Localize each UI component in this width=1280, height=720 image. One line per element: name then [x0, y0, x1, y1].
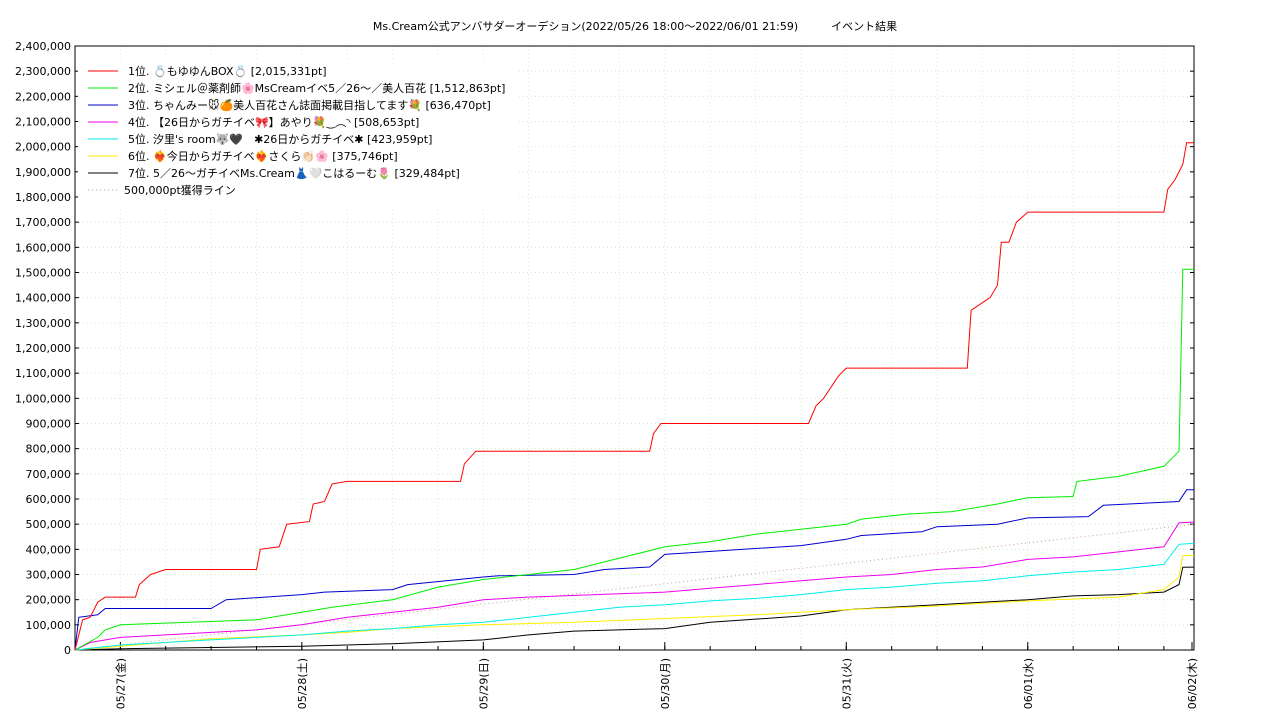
series-line [74, 566, 1195, 651]
x-tick-label: 06/01(水) [1022, 658, 1035, 709]
legend-label: 2位. ミシェル＠薬剤師🌸MsCreamイベ5／26〜／美人百花 [1,512,… [128, 81, 505, 95]
y-tick-label: 2,400,000 [15, 40, 71, 53]
series-line [74, 542, 1195, 651]
y-tick-label: 0 [64, 644, 71, 657]
y-tick-label: 2,000,000 [15, 141, 71, 154]
axes: 0 100,000 200,000 300,000 400,000 500,000 600,… [15, 40, 1199, 709]
y-tick-label: 1,700,000 [15, 216, 71, 229]
y-tick-label: 1,000,000 [15, 392, 71, 405]
x-tick-label: 05/27(金) [113, 658, 127, 709]
series-line [74, 521, 1195, 651]
y-tick-label: 2,100,000 [15, 116, 71, 129]
x-tick-label: 06/02(木) [1186, 658, 1199, 709]
x-tick-label: 05/31(火) [840, 658, 853, 709]
series-layer [74, 142, 1195, 651]
y-tick-label: 2,200,000 [15, 90, 71, 103]
y-tick-label: 100,000 [26, 619, 72, 632]
chart-title: Ms.Cream公式アンバサダーオーデション(2022/05/26 18:00〜… [372, 20, 898, 33]
y-tick-label: 1,900,000 [15, 166, 71, 179]
x-tick-label: 05/28(土) [296, 658, 309, 709]
y-tick-label: 1,400,000 [15, 292, 71, 305]
legend-label: 500,000pt獲得ライン [124, 184, 236, 197]
y-tick-label: 500,000 [26, 518, 72, 531]
y-tick-label: 1,500,000 [15, 267, 71, 280]
legend: 1位. 💍もゆゆんBOX💍 [2,015,331pt] 2位. ミシェル＠薬剤師🌸… [78, 59, 518, 209]
series-line [74, 489, 1194, 651]
legend-label: 3位. ちゃんみー🐭🍊美人百花さん誌面掲載目指してます💐 [636,470pt] [128, 98, 491, 112]
y-tick-label: 1,800,000 [15, 191, 71, 204]
y-tick-label: 1,600,000 [15, 241, 71, 254]
series-line [74, 554, 1195, 651]
y-tick-label: 700,000 [26, 468, 72, 481]
legend-label: 4位. 【26日からガチイベ🎀】あやり💐‿︵◝ [508,653pt] [128, 115, 419, 129]
y-tick-label: 600,000 [26, 493, 72, 506]
y-tick-label: 1,200,000 [15, 342, 71, 355]
y-tick-label: 1,100,000 [15, 367, 71, 380]
series-line [74, 268, 1194, 651]
plot-frame [74, 45, 1195, 651]
legend-label: 1位. 💍もゆゆんBOX💍 [2,015,331pt] [128, 64, 327, 78]
y-tick-label: 2,300,000 [15, 65, 71, 78]
legend-label: 5位. 汐里's room🐺🖤 ✱26日からガチイベ✱ [423,959pt] [128, 132, 432, 146]
y-tick-label: 1,300,000 [15, 317, 71, 330]
y-tick-label: 200,000 [26, 594, 72, 607]
legend-label: 6位. ❤️‍🔥今日からガチイベ❤️‍🔥さくら👏🏻🌸 [375,746pt] [128, 149, 398, 163]
y-tick-label: 300,000 [26, 569, 72, 582]
x-tick-label: 05/30(月) [659, 658, 672, 709]
y-tick-label: 400,000 [26, 543, 72, 556]
y-tick-label: 800,000 [26, 443, 72, 456]
y-tick-label: 900,000 [26, 418, 72, 431]
legend-label: 7位. 5／26〜ガチイベMs.Cream👗🤍こはるーむ🌷 [329,484pt… [128, 166, 460, 180]
legend-box [78, 59, 518, 209]
x-tick-label: 05/29(日) [477, 658, 490, 709]
series-line [74, 142, 1194, 651]
